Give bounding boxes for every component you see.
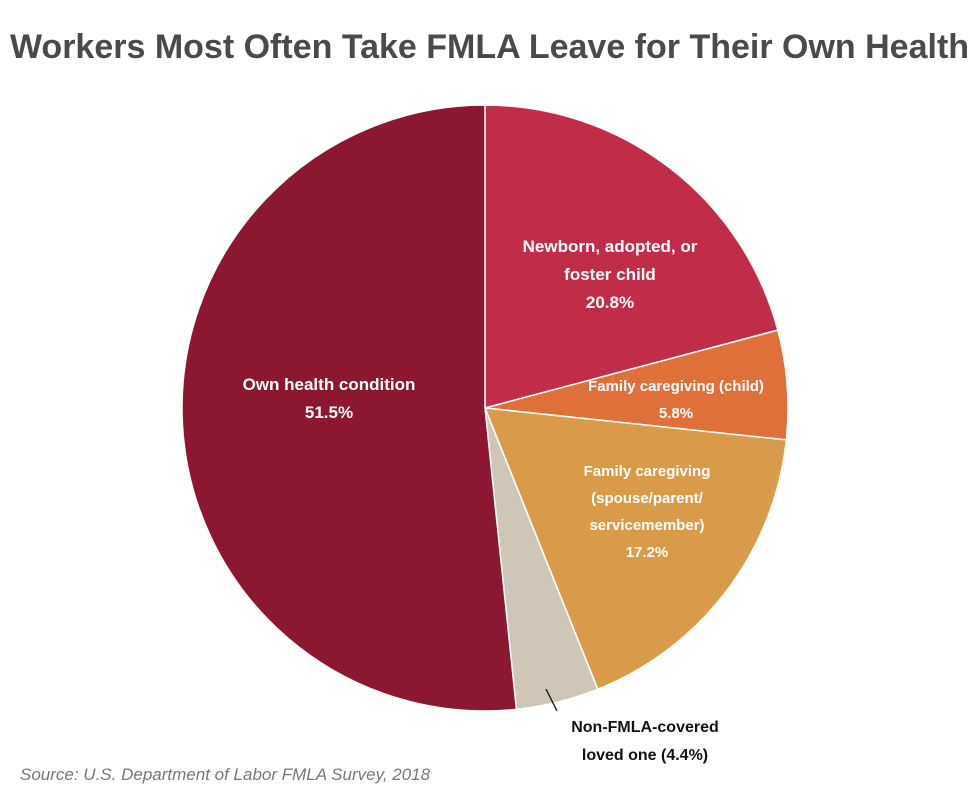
label-line: Newborn, adopted, or [522,237,698,256]
label-family-child: Family caregiving (child) 5.8% [588,373,764,427]
label-line: loved one (4.4%) [581,747,709,764]
label-value: 5.8% [658,405,694,422]
label-line: Family caregiving (child) [588,378,764,395]
label-value: 20.8% [585,293,635,312]
label-line: foster child [564,265,656,284]
label-line: Own health condition [242,375,416,394]
label-line: (spouse/parent/ [591,490,703,507]
label-family-spouse: Family caregiving (spouse/parent/ servic… [584,458,711,566]
chart-title: Workers Most Often Take FMLA Leave for T… [9,28,970,66]
leader-line [545,688,558,712]
source-note: Source: U.S. Department of Labor FMLA Su… [20,765,431,784]
label-non-fmla: Non-FMLA-covered loved one (4.4%) [571,714,719,770]
label-value: 17.2% [625,544,669,561]
pie-slice-4 [181,104,518,712]
label-value: 51.5% [304,403,354,422]
label-newborn: Newborn, adopted, or foster child 20.8% [523,233,698,317]
pie-slice-0 [484,104,779,409]
label-line: Non-FMLA-covered [571,719,719,736]
label-line: servicemember) [589,517,705,534]
label-line: Family caregiving [583,463,711,480]
pie-slice-2 [483,407,788,691]
label-own-health: Own health condition 51.5% [243,371,416,427]
